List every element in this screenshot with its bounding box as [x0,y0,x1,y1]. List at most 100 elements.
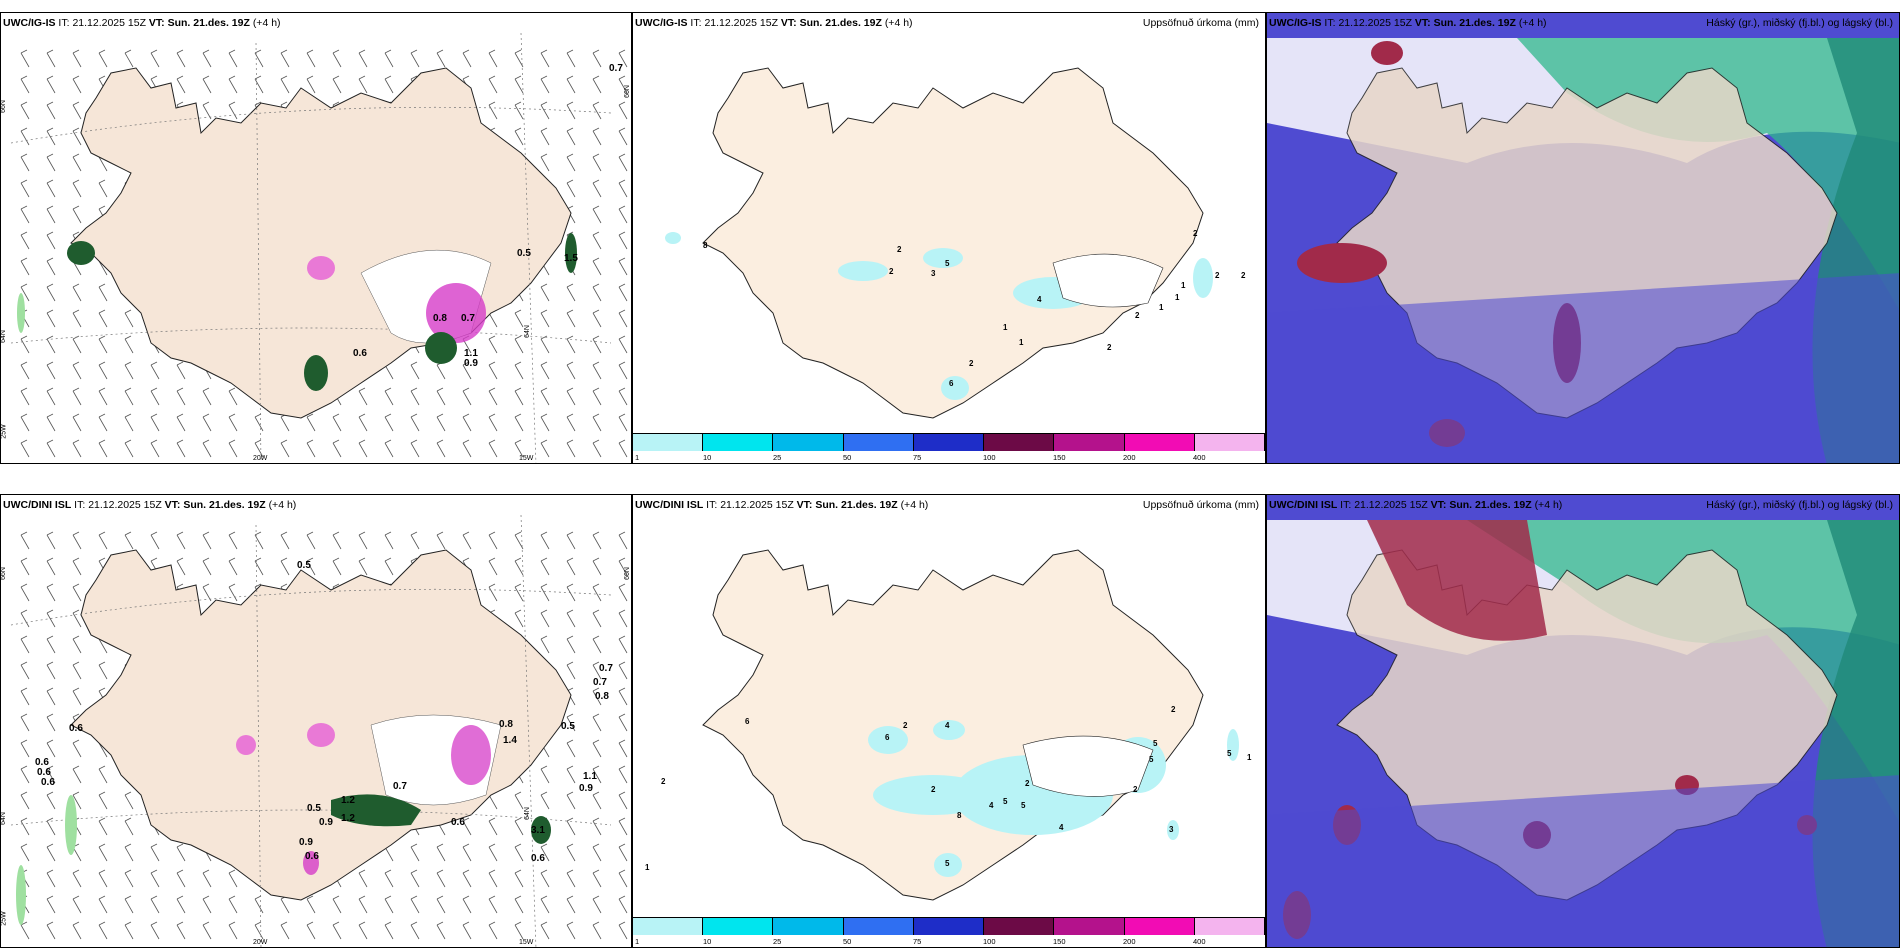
wind-barb [98,921,108,940]
wind-barb [20,713,30,732]
cbar-bin [1054,434,1125,451]
wind-barb [20,179,30,198]
cbar-bin [633,918,704,935]
cbar-tick: 50 [843,937,852,946]
value-label: 2 [661,777,666,786]
wind-barb [46,309,56,328]
wind-barb [488,439,498,458]
wind-barb [306,921,316,940]
wind-barb [72,661,82,680]
wind-barb [410,895,420,914]
wind-barb [124,895,134,914]
wind-barb [176,869,186,888]
value-label: 0.8 [595,691,609,702]
lon-tick-left: 25W [0,911,8,926]
wind-barb [98,843,108,862]
wind-barb [592,531,602,550]
value-label: 2 [1193,229,1198,238]
wind-barb [20,413,30,432]
wind-barb [514,49,524,68]
wind-barb [618,231,628,250]
wind-barb [540,101,550,120]
wind-barb [72,921,82,940]
lat-tick: 64N [0,330,7,343]
wind-barb [280,921,290,940]
wind-barb [592,231,602,250]
wind-barb [592,791,602,810]
wind-barb [618,127,628,146]
precip-map [665,67,1213,419]
wind-barb [488,531,498,550]
wind-barb [540,869,550,888]
cbar-bin [1194,434,1265,451]
wind-barb [488,387,498,406]
wind-barb [384,387,394,406]
wind-barb [358,439,368,458]
value-label: 4 [945,721,950,730]
wind-barb [46,153,56,172]
wind-barb [98,765,108,784]
wind-barb [488,557,498,576]
wind-barb [124,309,134,328]
cbar-bin [703,918,774,935]
wind-barb [592,387,602,406]
wind-barb [306,531,316,550]
value-label: 2 [931,785,936,794]
wind-barb [176,895,186,914]
wind-barb [20,765,30,784]
value-label: 1 [1247,753,1252,762]
wind-barb [332,531,342,550]
wind-barb [124,531,134,550]
wind-barb [592,153,602,172]
wind-barb [20,75,30,94]
cbar-tick: 100 [983,937,996,946]
wind-barb [176,387,186,406]
value-label: 0.6 [37,767,51,778]
wind-barb [98,387,108,406]
wind-barb [20,127,30,146]
wind-barb [98,283,108,302]
wind-barb [72,413,82,432]
wind-barb [98,335,108,354]
value-label: 4 [989,801,994,810]
wind-barb [592,583,602,602]
wind-barb [72,765,82,784]
wind-barb [46,387,56,406]
value-label: 2 [1107,343,1112,352]
wind-barb [306,49,316,68]
wind-barb [46,257,56,276]
wind-barb [436,361,446,380]
wind-barb [566,765,576,784]
wind-barb [514,791,524,810]
wind-barb [540,49,550,68]
wind-barb [540,765,550,784]
panel-title: UWC/DINI ISL IT: 21.12.2025 15Z VT: Sun.… [3,499,297,511]
wind-barb [488,49,498,68]
lon-tick: 20W [253,455,268,462]
wind-barb [124,869,134,888]
wind-barb [124,49,134,68]
value-label: 1 [1003,323,1008,332]
wind-barb [618,661,628,680]
wind-barb [254,75,264,94]
wind-barb [20,817,30,836]
lat-tick: 66N [0,100,7,113]
wind-barb [514,895,524,914]
wind-barb [124,361,134,380]
wind-barb [592,843,602,862]
wind-barb [410,869,420,888]
cbar-bin [1194,918,1265,935]
wind-barb [72,387,82,406]
wind-barb [98,413,108,432]
wind-barb [46,765,56,784]
wind-barb [540,335,550,354]
wind-barb [514,127,524,146]
wind-barb [150,531,160,550]
wind-barb [150,361,160,380]
wind-barb [488,921,498,940]
cbar-bin [843,918,914,935]
wind-barb [20,687,30,706]
wind-barb [202,869,212,888]
wind-barb [46,895,56,914]
wind-barb [20,283,30,302]
